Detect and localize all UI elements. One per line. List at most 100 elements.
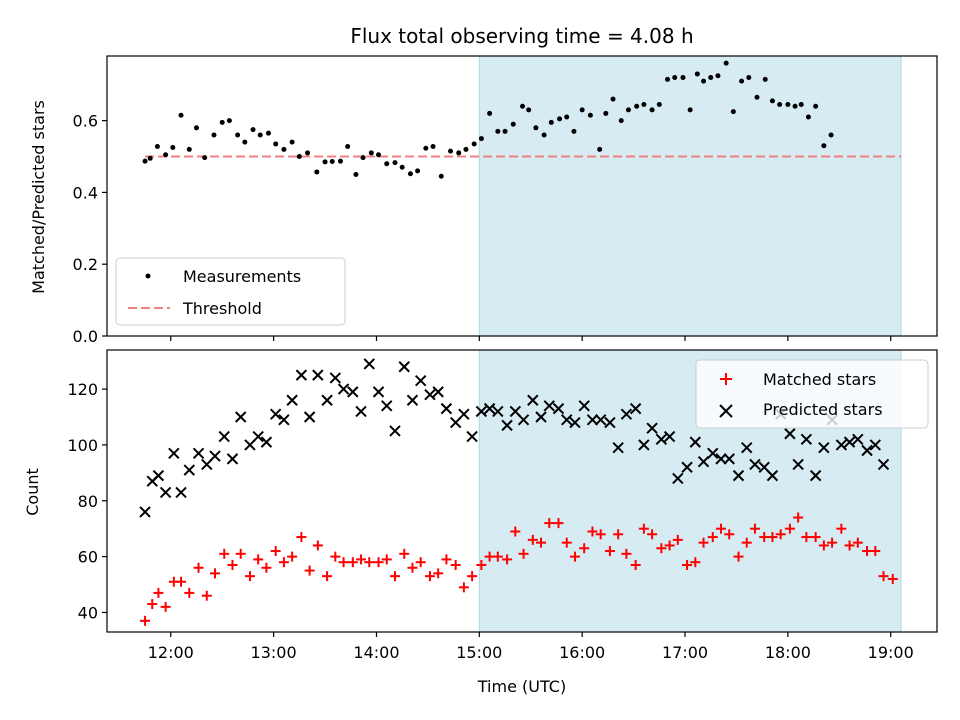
measurement-point [715,73,721,79]
predicted-point [406,394,419,406]
predicted-point [655,433,668,446]
top-ylabel: Matched/Predicted stars [29,100,48,294]
measurement-point [163,152,169,158]
measurement-point [235,132,241,138]
matched-point [827,537,838,548]
measurement-point [828,132,834,138]
predicted-point [569,416,581,429]
predicted-point [492,405,504,418]
top-ytick-label: 0.0 [73,327,98,346]
measurement-point [777,101,783,107]
measurement-point [579,107,585,113]
predicted-point [159,486,172,499]
measurement-point [701,78,707,84]
measurement-point [762,76,768,82]
matched-point [235,548,246,559]
legend-matched-marker [720,373,732,385]
matched-point [441,554,452,565]
ratio-panel: 0.0 0.2 0.4 0.6 Matched/Predicted stars Mea… [29,55,938,346]
predicted-point [869,439,881,451]
matched-point [767,532,778,543]
top-ytick-label: 0.6 [73,112,98,131]
predicted-point [363,358,375,370]
predicted-point [260,436,273,448]
predicted-point [424,388,436,401]
measurement-point [557,116,563,122]
bottom-xtick-label: 12:00 [148,643,194,662]
bottom-xtick-label: 14:00 [353,643,399,662]
measurement-point [257,132,263,138]
predicted-point [749,458,761,471]
matched-point [672,534,683,545]
bottom-xtick-label: 15:00 [456,643,502,662]
predicted-point [715,453,727,465]
predicted-point [594,414,607,426]
measurement-point [178,112,184,118]
matched-point [153,587,164,598]
bottom-ylabel: Count [23,468,42,516]
measurement-point [463,146,469,152]
measurement-point [430,143,436,149]
matched-point [244,571,255,582]
measurement-point [769,98,775,104]
measurement-point [603,110,609,116]
measurement-point [305,150,311,156]
matched-point [775,529,786,540]
measurement-point [226,118,232,124]
matched-point [870,546,881,557]
predicted-point [578,400,590,412]
predicted-point [766,469,779,482]
legend-predicted-label: Predicted stars [763,400,883,419]
matched-point [810,532,821,543]
top-observing-window [478,55,902,337]
matched-point [749,523,760,534]
measurement-point [587,112,593,118]
predicted-point [852,433,864,446]
matched-point [338,557,349,568]
predicted-point [192,447,205,460]
matched-point [638,523,649,534]
measurement-point [273,141,279,147]
measurement-point [821,143,827,149]
predicted-point [501,419,513,432]
bot-ytick-label: 80 [78,492,98,511]
predicted-point [347,386,359,398]
matched-point [140,615,151,626]
predicted-point [672,472,684,485]
predicted-point [818,442,830,454]
predicted-point [586,414,599,426]
predicted-point [355,405,367,418]
predicted-point [466,430,478,443]
measurement-point [415,168,421,174]
measurement-point [520,103,526,109]
bot-axes-frame [106,349,938,633]
bottom-legend-box [695,359,929,429]
predicted-point [792,458,804,471]
measurement-point [618,118,624,124]
matched-point [209,568,220,579]
matched-point [407,562,418,573]
measurement-point [680,75,686,81]
predicted-point [209,450,221,462]
measurement-point [147,155,153,161]
measurement-point [487,110,493,116]
matched-point [716,523,727,534]
matched-point [801,532,812,543]
matched-point [492,551,503,562]
measurement-point [785,101,791,107]
predicted-point [638,439,650,451]
measurement-point [242,139,248,145]
measurement-point [533,125,539,131]
top-ytick-label: 0.4 [73,183,98,202]
matched-point [502,554,513,565]
measurement-point [219,119,225,125]
predicted-point [226,453,239,465]
measurement-point [193,125,199,131]
matched-point [347,557,358,568]
predicted-point [312,369,324,381]
predicted-point [784,428,796,440]
matched-point [561,537,572,548]
measurement-point [723,60,729,66]
measurement-point [610,96,616,102]
